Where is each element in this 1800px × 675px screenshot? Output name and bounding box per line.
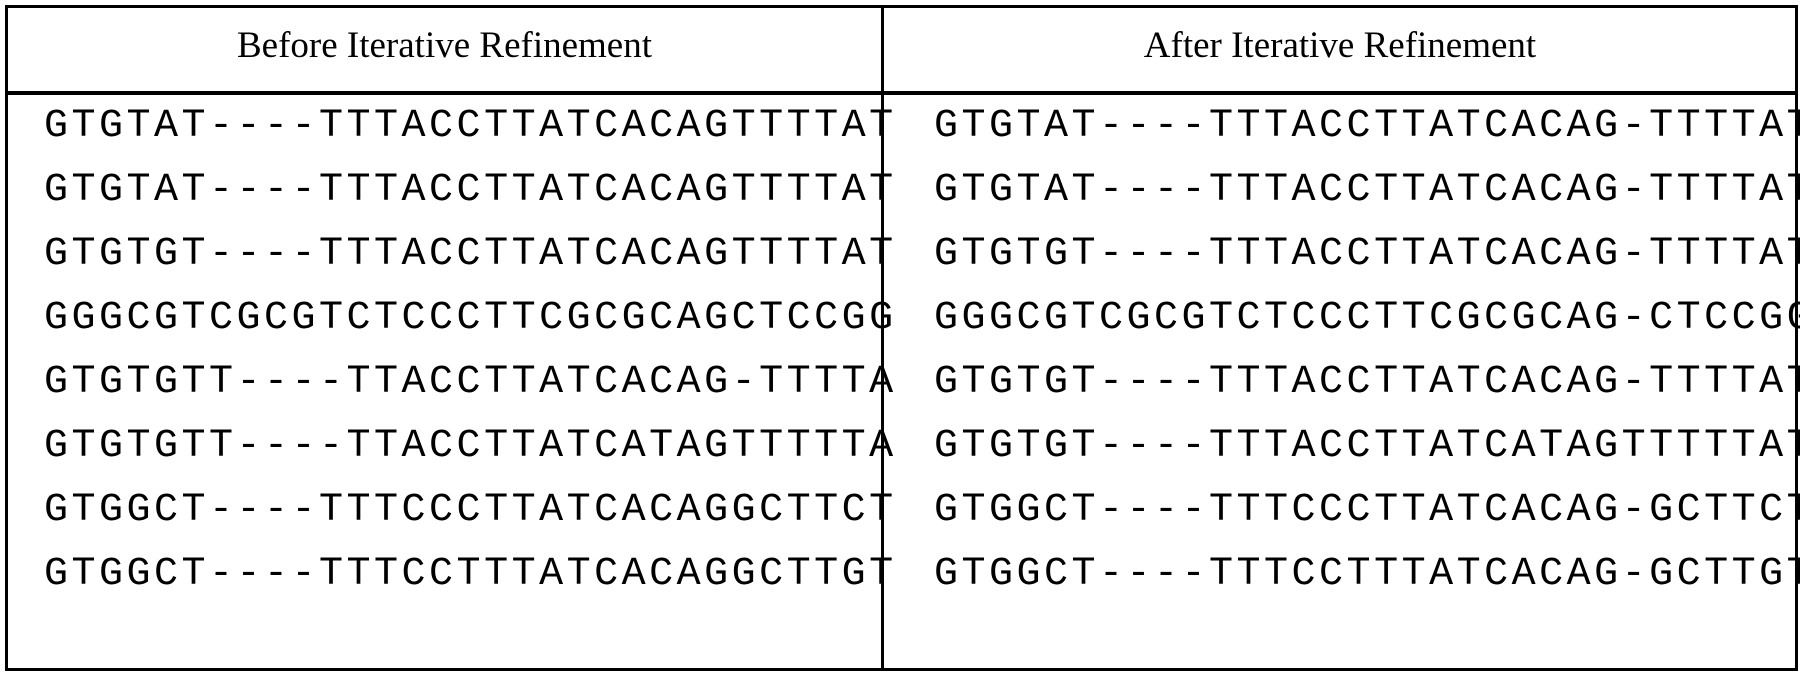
before-column: GTGTAT----TTTACCTTATCACAGTTTTAT GTGTAT--… (44, 95, 897, 607)
sequence-row: GTGTAT----TTTACCTTATCACAGTTTTAT (44, 168, 897, 213)
sequence-row: GTGTGT----TTTACCTTATCACAGTTTTAT (44, 232, 897, 277)
sequence-row: GGGCGTCGCGTCTCCCTTCGCGCAG-CTCCGG (934, 296, 1800, 341)
sequence-row: GTGTGTT----TTACCTTATCACAG-TTTTA (44, 360, 897, 405)
sequence-row: GTGTGTT----TTACCTTATCATAGTTTTTA (44, 424, 897, 469)
header-before: Before Iterative Refinement (236, 25, 653, 66)
sequence-row: GTGTAT----TTTACCTTATCACAG-TTTTAT (934, 168, 1800, 213)
header-after: After Iterative Refinement (1143, 25, 1537, 66)
sequence-row: GTGTGT----TTTACCTTATCATAGTTTTTAT (934, 424, 1800, 469)
after-column: GTGTAT----TTTACCTTATCACAG-TTTTAT GTGTAT-… (934, 95, 1800, 607)
table-header: Before Iterative Refinement After Iterat… (8, 8, 1795, 95)
sequence-row: GTGGCT----TTTCCCTTATCACAGGCTTCT (44, 488, 897, 533)
sequence-row: GTGTAT----TTTACCTTATCACAGTTTTAT (44, 104, 897, 149)
sequence-row: GTGTAT----TTTACCTTATCACAG-TTTTAT (934, 104, 1800, 149)
sequence-row: GTGTGT----TTTACCTTATCACAG-TTTTAT (934, 232, 1800, 277)
sequence-row: GTGGCT----TTTCCTTTATCACAG-GCTTGT (934, 552, 1800, 597)
sequence-row: GTGGCT----TTTCCTTTATCACAGGCTTGT (44, 552, 897, 597)
alignment-table: Before Iterative Refinement After Iterat… (5, 5, 1800, 671)
sequence-row: GTGGCT----TTTCCCTTATCACAG-GCTTCT (934, 488, 1800, 533)
sequence-row: GGGCGTCGCGTCTCCCTTCGCGCAGCTCCGG (44, 296, 897, 341)
sequence-row: GTGTGT----TTTACCTTATCACAG-TTTTAT (934, 360, 1800, 405)
column-divider (881, 8, 884, 668)
